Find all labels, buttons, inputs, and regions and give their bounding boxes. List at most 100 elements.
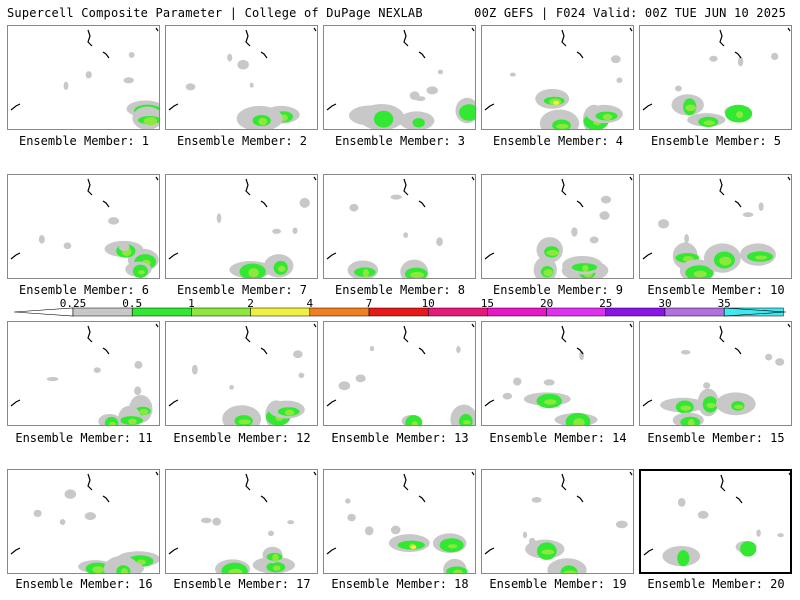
scp-contour	[675, 85, 682, 92]
coastline	[102, 200, 110, 208]
ensemble-panel-6[interactable]	[7, 174, 160, 279]
coastline	[735, 496, 743, 504]
ensemble-member-label: Ensemble Member: 12	[173, 431, 311, 445]
coastline	[484, 399, 495, 407]
scp-map	[10, 27, 159, 129]
coastline	[643, 548, 654, 556]
scale-tick-label: 4	[306, 297, 314, 310]
ensemble-panel-10[interactable]	[639, 174, 792, 279]
coastline	[155, 471, 159, 476]
coastline	[10, 103, 21, 111]
scale-tick-label: 10	[421, 297, 435, 310]
scp-contour	[369, 345, 375, 352]
scp-map	[326, 471, 475, 573]
scp-contour	[436, 237, 443, 247]
scp-contour	[143, 116, 158, 126]
scp-contour	[405, 415, 423, 425]
ensemble-panel-2[interactable]	[165, 25, 318, 130]
scp-contour	[754, 255, 768, 260]
scp-contour	[299, 197, 310, 208]
ensemble-member-label: Ensemble Member: 7	[176, 283, 308, 297]
coastline	[168, 252, 179, 260]
scp-contour	[509, 72, 516, 77]
coastline	[155, 176, 159, 181]
scp-contour	[120, 568, 128, 573]
scp-contour	[292, 227, 298, 234]
ensemble-panel-11[interactable]	[7, 321, 160, 426]
coastline	[788, 472, 790, 476]
ensemble-panel-19[interactable]	[481, 469, 634, 574]
scp-contour	[267, 530, 274, 537]
scale-bin	[664, 307, 725, 317]
scp-contour	[771, 52, 779, 61]
coastline	[102, 51, 110, 59]
ensemble-panel-8[interactable]	[323, 174, 476, 279]
color-scale-bar	[13, 307, 787, 317]
scp-contour	[736, 111, 744, 118]
scp-contour	[63, 242, 72, 250]
scp-contour	[573, 418, 585, 425]
ensemble-member-label: Ensemble Member: 2	[176, 134, 308, 148]
ensemble-panel-3[interactable]	[323, 25, 476, 130]
scp-contour	[355, 374, 366, 383]
coastline	[484, 547, 495, 555]
ensemble-panel-5[interactable]	[639, 25, 792, 130]
scp-contour	[543, 379, 555, 386]
coastline	[418, 347, 426, 355]
coastline	[576, 347, 584, 355]
scp-contour	[390, 194, 402, 200]
ensemble-panel-4[interactable]	[481, 25, 634, 130]
scp-contour	[693, 270, 707, 278]
ensemble-panel-17[interactable]	[165, 469, 318, 574]
scale-bin	[250, 307, 311, 317]
scp-map	[484, 471, 633, 573]
ensemble-panel-9[interactable]	[481, 174, 634, 279]
coastline	[313, 176, 317, 181]
scp-map	[484, 323, 633, 425]
ensemble-panel-20[interactable]	[639, 469, 792, 574]
scp-contour	[411, 421, 418, 425]
coastline	[102, 495, 110, 503]
coastline	[87, 325, 93, 343]
coastline	[102, 347, 110, 355]
coastline	[10, 399, 21, 407]
coastline	[576, 51, 584, 59]
ensemble-member-label: Ensemble Member: 3	[334, 134, 466, 148]
scp-contour	[64, 489, 77, 499]
scp-contour	[697, 510, 709, 519]
scp-contour	[118, 243, 130, 251]
coastline	[642, 252, 653, 260]
scp-contour	[765, 353, 773, 361]
scp-contour	[338, 381, 351, 391]
scp-map	[168, 323, 317, 425]
scp-contour	[293, 350, 303, 359]
ensemble-member-label: Ensemble Member: 4	[492, 134, 624, 148]
scp-contour	[777, 533, 784, 538]
ensemble-member-label: Ensemble Member: 18	[331, 577, 469, 591]
scp-contour	[553, 100, 560, 105]
coastline	[471, 27, 475, 32]
coastline	[484, 103, 495, 111]
ensemble-panel-15[interactable]	[639, 321, 792, 426]
scp-contour	[139, 409, 149, 415]
scp-contour	[390, 525, 401, 535]
coastline	[787, 27, 791, 32]
ensemble-panel-1[interactable]	[7, 25, 160, 130]
ensemble-panel-16[interactable]	[7, 469, 160, 574]
ensemble-panel-18[interactable]	[323, 469, 476, 574]
ensemble-member-label: Ensemble Member: 9	[492, 283, 624, 297]
scp-map	[484, 27, 633, 129]
scp-contour	[462, 420, 471, 425]
scp-contour	[706, 402, 716, 408]
scp-contour	[502, 392, 513, 400]
ensemble-panel-7[interactable]	[165, 174, 318, 279]
ensemble-member-label: Ensemble Member: 8	[334, 283, 466, 297]
ensemble-panel-12[interactable]	[165, 321, 318, 426]
ensemble-member-label: Ensemble Member: 11	[15, 431, 153, 445]
scp-contour	[543, 269, 554, 277]
coastline	[403, 473, 409, 491]
scp-contour	[513, 377, 522, 386]
ensemble-panel-13[interactable]	[323, 321, 476, 426]
ensemble-panel-14[interactable]	[481, 321, 634, 426]
coastline	[168, 103, 179, 111]
